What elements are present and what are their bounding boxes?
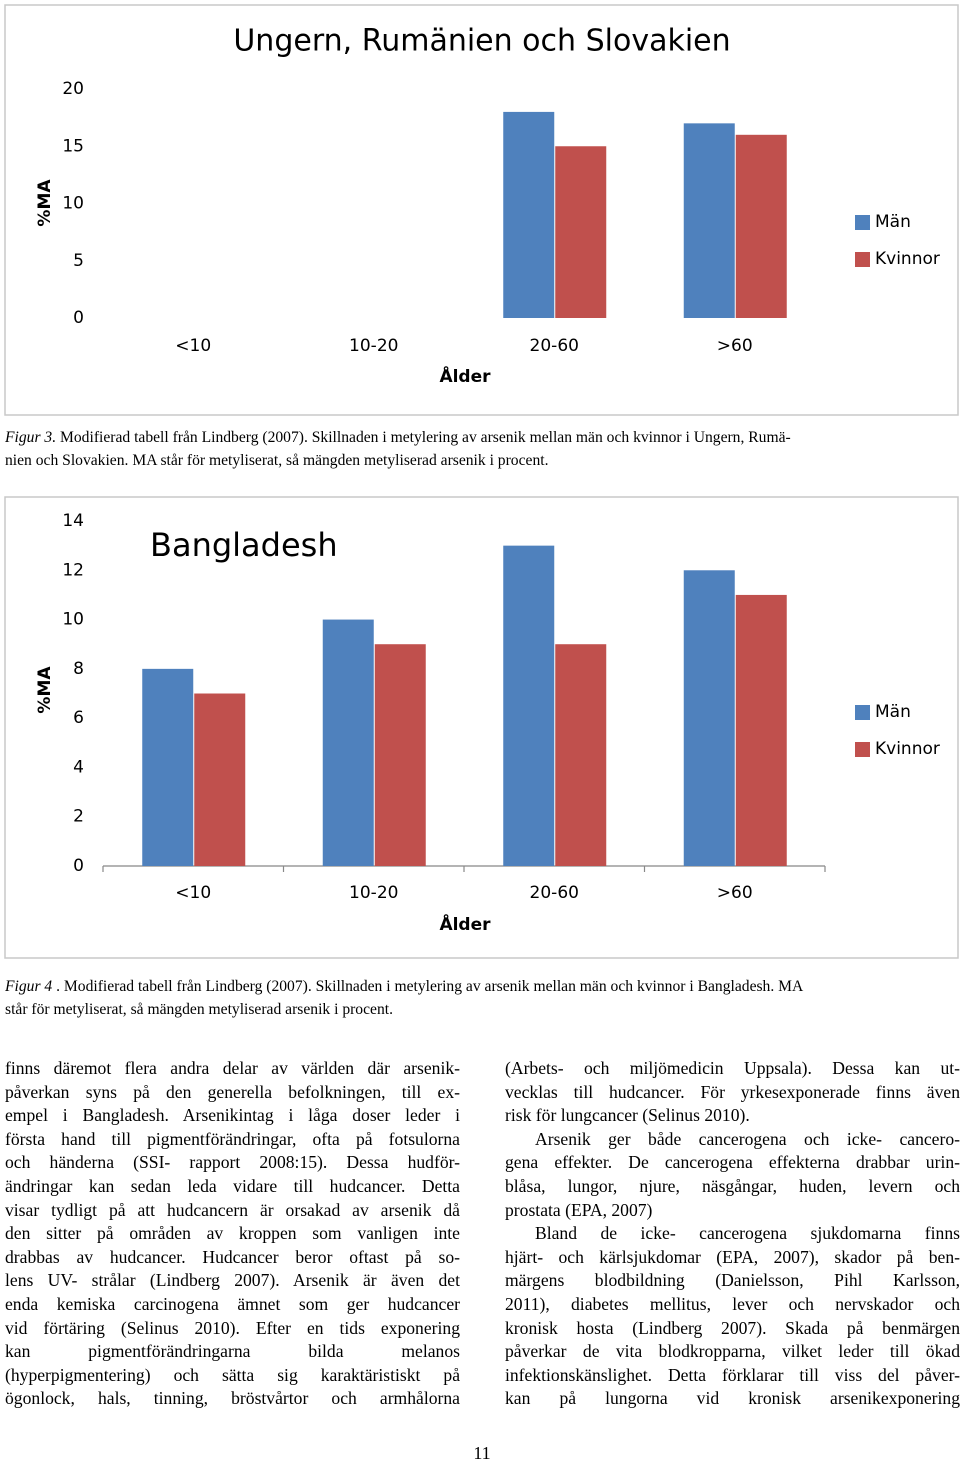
y-tick-label: 14 <box>62 511 84 531</box>
x-tick-label: >60 <box>717 336 753 356</box>
text-line: gena effekter. De cancerogena effekterna… <box>505 1152 960 1173</box>
text-line: (Arbets- och miljömedicin Uppsala). Dess… <box>505 1058 960 1078</box>
text-line: finns däremot flera andra delar av värld… <box>5 1058 460 1078</box>
text-line: hjärt- och kärlsjukdomar (EPA, 2007), sk… <box>505 1246 960 1267</box>
text-line: 2011), diabetes mellitus, lever och nerv… <box>505 1293 960 1314</box>
text-line: påverkan syns på den generella befolknin… <box>5 1081 460 1102</box>
text-line: kan på lungorna vid kronisk arsenikexpon… <box>505 1388 960 1409</box>
text-line: ögonlock, hals, tinning, bröstvårtor och… <box>5 1388 460 1409</box>
text-line: enda kemiska carcinogena ämnet som ger h… <box>5 1293 460 1314</box>
text-line: Bland de icke- cancerogena sjukdomarna f… <box>535 1223 960 1244</box>
bar <box>735 594 787 866</box>
y-tick-label: 10 <box>62 194 84 214</box>
caption-label: Figur 3. <box>5 429 57 446</box>
legend-label: Kvinnor <box>875 739 940 759</box>
caption-text: nien och Slovakien. MA står för metylise… <box>5 451 549 469</box>
text-line: vecklas till hudcancer. För yrkesexponer… <box>505 1081 960 1102</box>
figure-caption: Figur 4 . Modifierad tabell från Lindber… <box>5 976 960 1021</box>
bar <box>555 644 607 866</box>
bar <box>683 570 735 866</box>
legend-swatch <box>855 215 870 230</box>
caption-line: nien och Slovakien. MA står för metylise… <box>5 450 960 473</box>
text-line: (hyperpigmentering) och sätta sig karakt… <box>5 1364 460 1385</box>
text-line: första hand till pigmentförändringar, of… <box>5 1128 460 1149</box>
text-line: och händerna (SSI- rapport 2008:15). Des… <box>5 1152 460 1173</box>
bar <box>683 123 735 318</box>
text-line: vid förtäring (Selinus 2010). Efter en t… <box>5 1317 460 1338</box>
caption-line: Figur 3. Modifierad tabell från Lindberg… <box>5 427 960 450</box>
bar <box>503 545 555 866</box>
y-tick-label: 0 <box>73 856 84 876</box>
y-axis-label: %MA <box>35 179 55 227</box>
x-axis-label: Ålder <box>439 364 491 387</box>
bar <box>555 146 607 318</box>
text-line: kan pigmentförändringarna bilda melanos <box>5 1341 460 1362</box>
bar <box>322 619 374 866</box>
text-line: Arsenik ger både cancerogena och icke- c… <box>535 1128 960 1149</box>
bar <box>194 693 246 866</box>
y-tick-label: 10 <box>62 610 84 630</box>
chart-border <box>4 4 959 416</box>
text-line: kronisk hosta (Lindberg 2007). Skada på … <box>505 1317 960 1338</box>
x-tick-label: 10-20 <box>349 883 398 903</box>
figure-caption: Figur 3. Modifierad tabell från Lindberg… <box>5 427 960 472</box>
legend-swatch <box>855 742 870 757</box>
text-line: empel i Bangladesh. Arsenikintag i låga … <box>5 1105 460 1126</box>
text-line: drabbas av hudcancer. Hudcancer beror of… <box>5 1246 460 1267</box>
text-line: lens UV- strålar (Lindberg 2007). Arseni… <box>5 1270 460 1291</box>
bar <box>142 668 194 866</box>
caption-label: Figur 4 <box>5 978 53 995</box>
bar <box>374 644 426 866</box>
chart: Bangladesh %MA Ålder 0 2 4 6 8 10 12 14 <10 10-20 20-… <box>4 496 959 959</box>
legend-label: Män <box>875 212 911 232</box>
chart: Ungern, Rumänien och Slovakien %MA Ålder 0 5… <box>4 4 959 416</box>
caption-line: står för metyliserat, så mängden metylis… <box>5 999 960 1022</box>
legend-label: Män <box>875 702 911 722</box>
y-axis-label: %MA <box>35 666 55 714</box>
y-tick-label: 6 <box>73 708 84 728</box>
caption-line: Figur 4 . Modifierad tabell från Lindber… <box>5 976 960 999</box>
legend-label: Kvinnor <box>875 249 940 269</box>
x-tick-label: <10 <box>175 336 211 356</box>
chart-title: Ungern, Rumänien och Slovakien <box>233 24 730 59</box>
x-tick-label: 20-60 <box>530 336 579 356</box>
legend-swatch <box>855 252 870 267</box>
y-tick-label: 0 <box>73 308 84 328</box>
text-line: ändringar kan sedan leda vidare till hud… <box>5 1175 460 1196</box>
y-tick-label: 2 <box>73 807 84 827</box>
text-column: finns däremot flera andra delar av värld… <box>5 1057 460 1411</box>
y-tick-label: 8 <box>73 659 84 679</box>
text-line: märgens blodbildning (Danielsson, Pihl K… <box>505 1270 960 1291</box>
text-line: blåsa, lungor, njure, näsgångar, huden, … <box>505 1175 960 1196</box>
caption-text: står för metyliserat, så mängden metylis… <box>5 1000 393 1018</box>
y-tick-label: 15 <box>62 136 84 156</box>
text-line: den sitter på områden av kroppen som van… <box>5 1223 460 1244</box>
text-line: påverkar de vita blodkropparna, vilket l… <box>505 1341 960 1362</box>
text-column: (Arbets- och miljömedicin Uppsala). Dess… <box>505 1057 960 1411</box>
y-tick-label: 5 <box>73 251 84 271</box>
x-tick-label: >60 <box>717 883 753 903</box>
caption-text: . Modifierad tabell från Lindberg (2007)… <box>52 978 804 995</box>
text-line: visar tydligt på att hudcancern är orsak… <box>5 1199 460 1220</box>
caption-text: Modifierad tabell från Lindberg (2007). … <box>56 429 791 446</box>
text-line: risk för lungcancer (Selinus 2010). <box>505 1105 750 1126</box>
bar <box>735 134 787 318</box>
x-tick-label: <10 <box>175 883 211 903</box>
text-line: infektionskänslighet. Detta förklarar ti… <box>505 1364 960 1385</box>
x-tick-label: 10-20 <box>349 336 398 356</box>
bar <box>503 111 555 319</box>
y-tick-label: 12 <box>62 560 84 580</box>
x-tick-label: 20-60 <box>530 883 579 903</box>
chart-border <box>4 496 959 959</box>
text-line: prostata (EPA, 2007) <box>505 1199 653 1220</box>
chart-title: Bangladesh <box>150 526 338 564</box>
page-number: 11 <box>473 1443 491 1463</box>
legend-swatch <box>855 705 870 720</box>
y-tick-label: 4 <box>73 757 84 777</box>
y-tick-label: 20 <box>62 79 84 99</box>
x-axis-label: Ålder <box>439 912 491 935</box>
